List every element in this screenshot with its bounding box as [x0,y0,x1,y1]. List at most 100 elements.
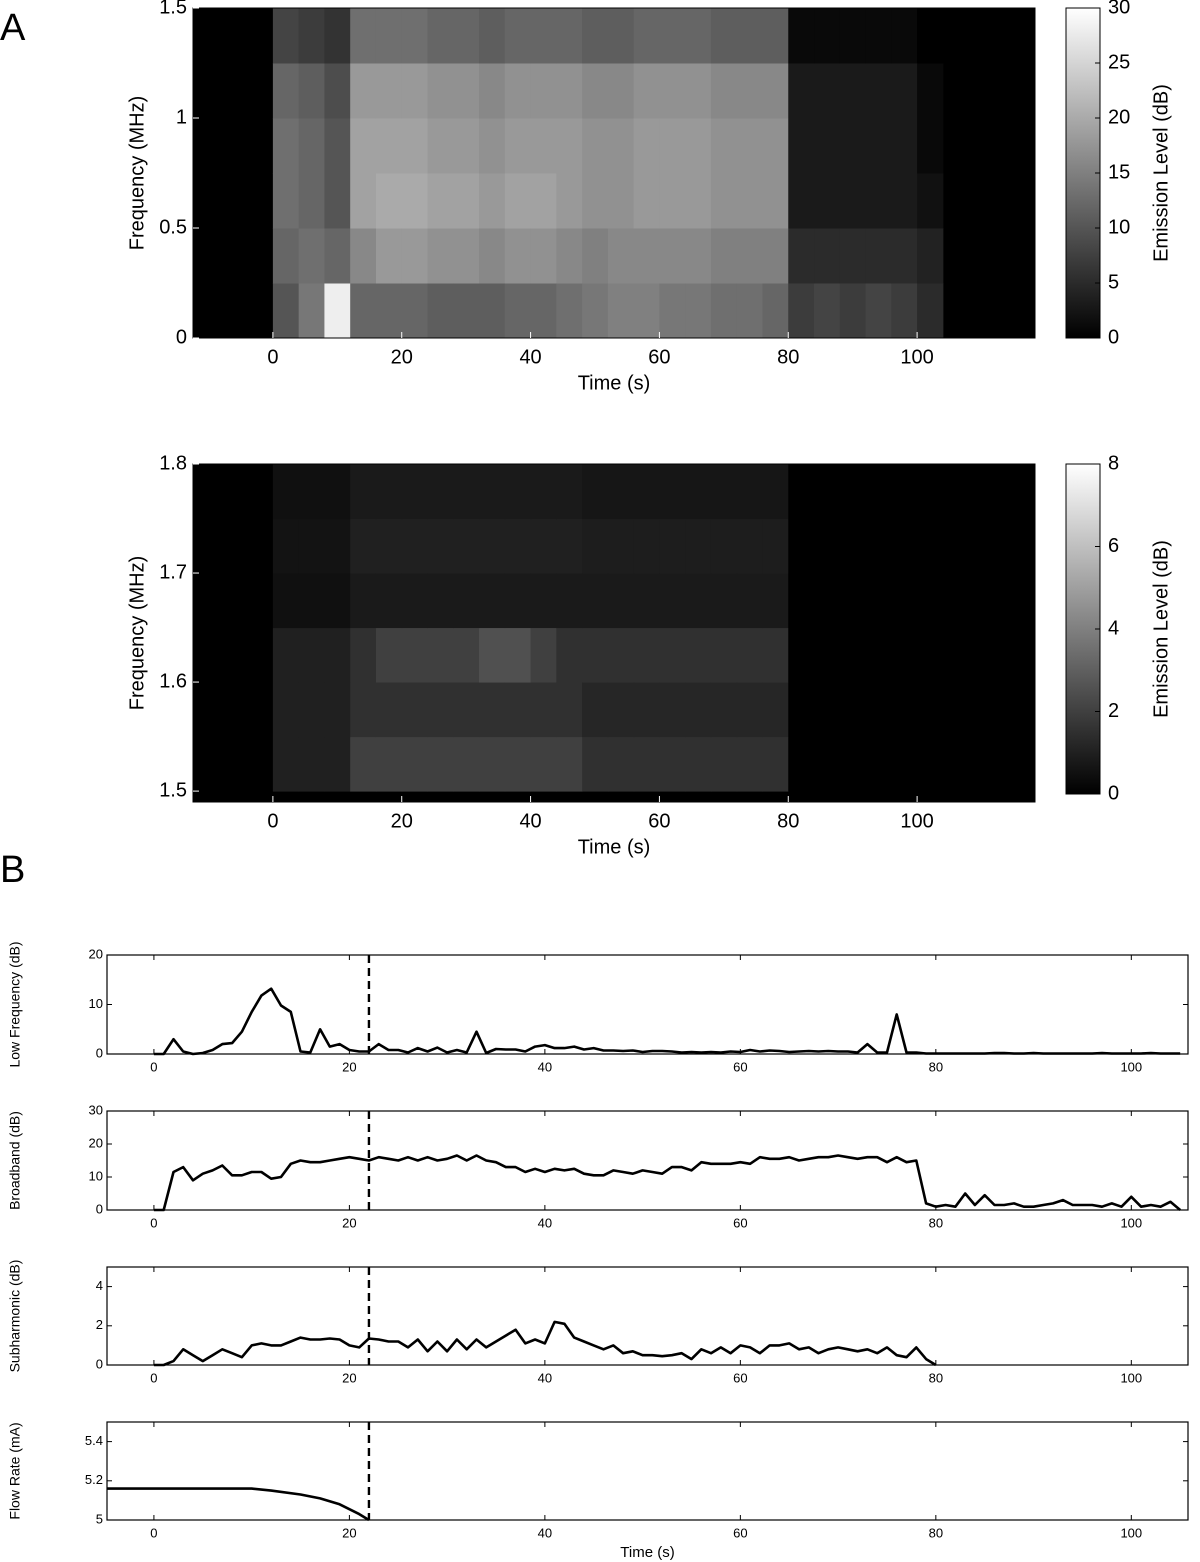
heatmap-cell [633,118,660,174]
heatmap-cell [530,8,557,64]
heatmap-cell [298,682,325,738]
heatmap-cell [865,173,892,229]
heatmap-cell [272,228,300,284]
heatmap-cell [324,736,351,792]
heatmap-cell [736,118,763,174]
heatmap-cell [453,283,480,339]
heatmap-cell [788,63,815,119]
heatmap-cell [401,736,428,792]
heatmap-cell [685,627,712,683]
heatmap-cell [607,118,635,174]
heatmap-cell [814,228,841,284]
heatmap-cell [736,573,763,629]
x-tick-label: 100 [900,346,933,368]
heatmap-cell [917,118,944,174]
heatmap-cell [504,283,532,339]
heatmap-cell [736,63,763,119]
heatmap-cell [504,573,532,629]
heatmap-cell [633,464,660,520]
heatmap-cell [530,118,557,174]
y-tick-label: 1 [176,106,187,128]
heatmap-cell [736,682,763,738]
heatmap-cell [504,518,532,574]
colorbar-label: Emission Level (dB) [1150,540,1172,718]
x-tick-label: 20 [342,1370,356,1385]
heatmap-cell [298,63,325,119]
heatmap-cell [479,173,506,229]
x-tick-label: 0 [267,810,278,832]
heatmap-cell [891,627,918,683]
x-tick-label: 60 [648,810,670,832]
plot-frame [192,7,1036,339]
data-line [153,1320,937,1367]
heatmap-cell [272,173,300,229]
heatmap-cell [865,8,892,64]
heatmap-cell [350,464,377,520]
heatmap-cell [865,518,892,574]
y-tick-label: 10 [89,1168,103,1183]
heatmap-cell [582,63,609,119]
heatmap-cell [504,173,532,229]
heatmap-cell [530,573,557,629]
heatmap-cell [504,63,532,119]
colorbar [1065,463,1101,795]
panel-label: B [0,849,25,891]
heatmap-cell [865,464,892,520]
heatmap-cell [865,283,892,339]
heatmap-cell [865,627,892,683]
heatmap-cell [633,228,660,284]
heatmap-cell [891,283,918,339]
heatmap-cell [272,283,300,339]
heatmap-cell [685,118,712,174]
heatmap-cell [788,518,815,574]
heatmap-cell [710,627,738,683]
heatmap-cell [788,627,815,683]
heatmap-cell [530,464,557,520]
heatmap-cell [762,736,789,792]
x-tick-label: 60 [733,1215,747,1230]
heatmap-cell [582,736,609,792]
panel-label: A [0,7,26,49]
heatmap-cell [710,283,738,339]
heatmap-cell [324,118,351,174]
x-tick-label: 0 [150,1525,157,1540]
x-tick-label: 0 [150,1370,157,1385]
x-tick-label: 40 [519,346,541,368]
heatmap-cell [839,173,867,229]
plot-frame [106,1110,1189,1211]
heatmap-cell [917,627,944,683]
heatmap-cell [839,736,867,792]
x-tick-label: 80 [929,1525,943,1540]
heatmap-cell [710,518,738,574]
heatmap-cell [788,682,815,738]
x-tick-label: 80 [929,1370,943,1385]
heatmap-cell [582,8,609,64]
data-line [107,1487,370,1522]
x-tick-label: 0 [150,1059,157,1074]
heatmap-cell [736,228,763,284]
y-axis-label: Frequency (MHz) [126,96,148,250]
heatmap-cell [350,228,377,284]
heatmap-cell [401,118,428,174]
heatmap-cell [324,8,351,64]
heatmap-cell [582,682,609,738]
x-tick-label: 40 [538,1215,552,1230]
heatmap-cell [504,736,532,792]
colorbar-tick-label: 6 [1108,535,1119,557]
heatmap-cell [453,118,480,174]
heatmap-cell [504,682,532,738]
heatmap-cell [272,8,300,64]
heatmap-cell [917,228,944,284]
heatmap-cell [710,573,738,629]
heatmap-cell [865,573,892,629]
heatmap-cell [453,464,480,520]
heatmap-cell [401,627,428,683]
heatmap-cell [891,228,918,284]
heatmap-cell [607,8,635,64]
heatmap-cell [917,736,944,792]
x-tick-label: 60 [648,346,670,368]
heatmap-cell [891,518,918,574]
heatmap-cell [814,173,841,229]
heatmap-cell [633,518,660,574]
